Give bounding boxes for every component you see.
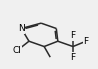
Text: F: F [70, 31, 76, 40]
Text: N: N [18, 24, 25, 33]
Text: F: F [70, 53, 76, 62]
Text: Cl: Cl [12, 46, 21, 55]
Text: F: F [83, 37, 88, 46]
